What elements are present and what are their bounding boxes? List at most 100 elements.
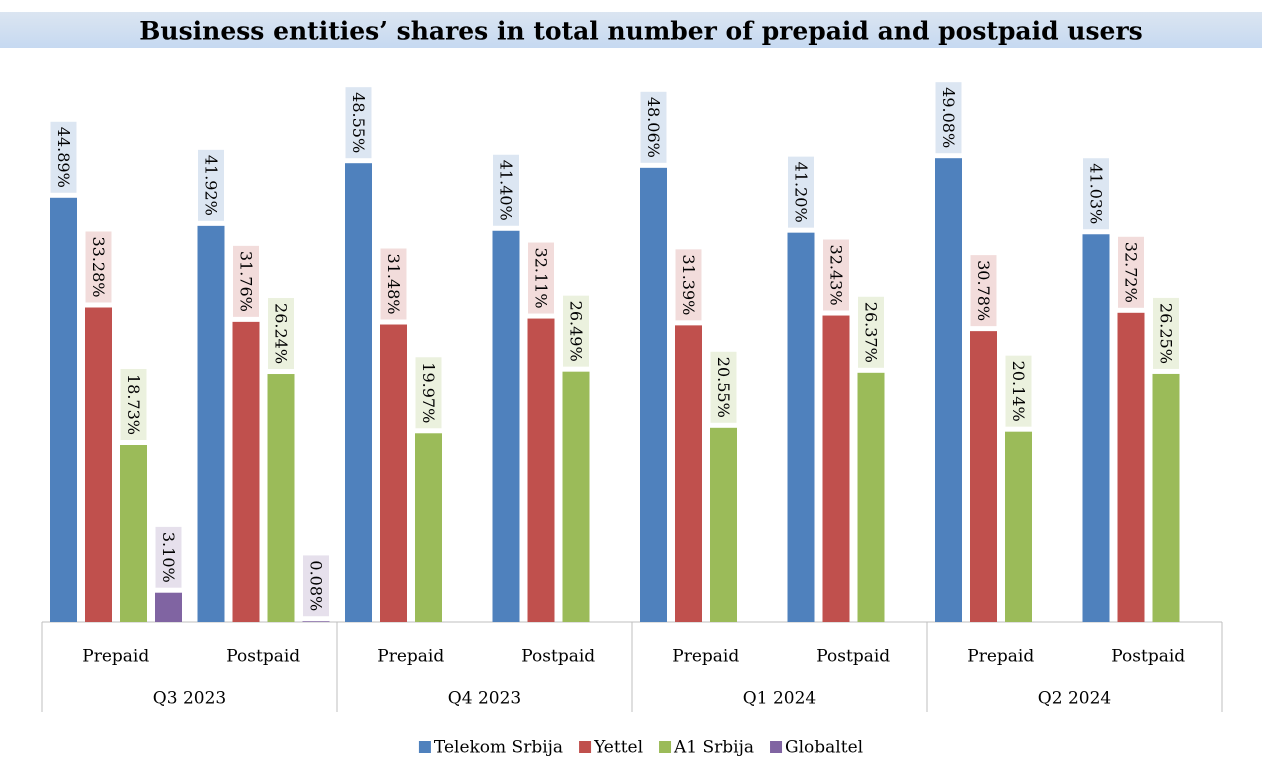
bar — [675, 325, 702, 622]
label-bg — [1083, 158, 1109, 230]
bar — [562, 371, 590, 622]
bar — [935, 158, 962, 622]
label-bg — [1005, 355, 1032, 427]
bar — [640, 167, 667, 622]
bar — [527, 318, 555, 622]
x-tick-label: Postpaid — [1111, 647, 1185, 667]
data-label: 20.55% — [714, 357, 733, 418]
x-tick-label: Prepaid — [967, 647, 1034, 667]
data-label: 41.20% — [792, 162, 811, 223]
bar — [85, 307, 112, 622]
bar — [380, 324, 407, 622]
data-label: 31.39% — [679, 254, 698, 315]
x-tick-label: Postpaid — [816, 647, 890, 667]
data-label: 31.76% — [237, 251, 256, 312]
label-bg — [380, 248, 407, 320]
bar — [710, 427, 737, 622]
data-label: 48.55% — [349, 92, 368, 153]
x-tick-label: Prepaid — [672, 647, 739, 667]
bar — [155, 592, 182, 622]
label-bg — [493, 154, 519, 226]
label-bg — [120, 368, 147, 441]
bar — [415, 433, 442, 622]
label-bg — [415, 357, 442, 429]
bar — [857, 372, 885, 622]
label-bg — [345, 87, 372, 159]
bar — [120, 445, 147, 622]
data-label: 32.11% — [532, 248, 551, 309]
data-label: 49.08% — [939, 87, 958, 148]
bar — [50, 197, 77, 623]
label-bg — [563, 295, 589, 367]
data-label: 20.14% — [1009, 361, 1028, 422]
data-label: 41.03% — [1087, 163, 1106, 224]
bar — [1005, 431, 1032, 622]
chart-title: Business entities’ shares in total numbe… — [139, 17, 1142, 46]
legend-label: Globaltel — [785, 738, 863, 758]
x-tick-label: Prepaid — [377, 647, 444, 667]
label-bg — [935, 82, 962, 154]
data-label: 44.89% — [54, 127, 73, 188]
label-bg — [640, 91, 667, 163]
data-label: 19.97% — [419, 362, 438, 423]
label-bg — [788, 156, 814, 228]
bar — [345, 163, 372, 622]
legend-label: Telekom Srbija — [434, 738, 563, 758]
data-label: 18.73% — [124, 374, 143, 435]
data-label: 33.28% — [89, 236, 108, 297]
data-label: 3.10% — [159, 532, 178, 583]
label-bg — [528, 242, 554, 314]
data-label: 30.78% — [974, 260, 993, 321]
data-label: 31.48% — [384, 253, 403, 314]
title-band — [0, 12, 1262, 48]
bar — [970, 331, 997, 622]
label-bg — [198, 149, 224, 221]
data-label: 0.08% — [307, 560, 326, 611]
bar — [1117, 312, 1145, 622]
group-label: Q3 2023 — [153, 689, 226, 709]
legend-swatch — [579, 741, 592, 753]
bar — [1082, 234, 1110, 623]
label-bg — [155, 526, 182, 588]
bar — [822, 315, 850, 622]
legend: Telekom Srbija Yettel A1 Srbija Globaltel — [418, 738, 863, 758]
bar — [302, 621, 330, 622]
x-tick-label: Prepaid — [82, 647, 149, 667]
label-bg — [823, 239, 849, 311]
group-label: Q4 2023 — [448, 689, 521, 709]
legend-swatch — [770, 741, 783, 753]
label-bg — [858, 296, 884, 368]
bar — [787, 232, 815, 622]
bar — [267, 374, 295, 622]
legend-swatch — [659, 741, 672, 753]
data-label: 32.43% — [827, 245, 846, 306]
data-label: 26.49% — [567, 301, 586, 362]
legend-swatch — [418, 741, 431, 753]
group-label: Q1 2024 — [743, 689, 816, 709]
bar — [197, 225, 225, 622]
data-label: 26.25% — [1157, 303, 1176, 364]
legend-label: A1 Srbija — [673, 738, 754, 758]
label-bg — [710, 351, 737, 423]
data-label: 41.40% — [497, 160, 516, 221]
data-label: 41.92% — [202, 155, 221, 216]
label-bg — [970, 255, 997, 327]
data-label: 26.24% — [272, 303, 291, 364]
legend-label: Yettel — [593, 738, 643, 758]
label-bg — [50, 121, 77, 193]
data-label: 26.37% — [862, 302, 881, 363]
data-label: 32.72% — [1122, 242, 1141, 303]
bar — [232, 321, 260, 622]
x-tick-label: Postpaid — [521, 647, 595, 667]
label-bg — [303, 555, 329, 617]
label-bg — [268, 298, 294, 370]
bar — [1152, 373, 1180, 622]
label-bg — [85, 231, 112, 303]
label-bg — [675, 249, 702, 321]
label-bg — [1153, 297, 1179, 369]
label-bg — [1118, 236, 1144, 308]
data-label: 48.06% — [644, 97, 663, 158]
label-bg — [233, 245, 259, 317]
bar — [492, 230, 520, 622]
